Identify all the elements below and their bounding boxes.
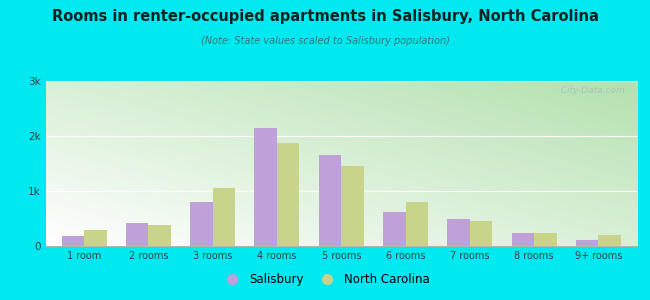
Bar bbox=[213, 188, 235, 246]
Bar bbox=[576, 240, 599, 246]
Bar bbox=[383, 212, 406, 246]
Bar bbox=[534, 233, 556, 246]
Bar bbox=[126, 223, 148, 246]
Bar bbox=[599, 235, 621, 246]
Bar bbox=[62, 236, 84, 246]
Text: Rooms in renter-occupied apartments in Salisbury, North Carolina: Rooms in renter-occupied apartments in S… bbox=[51, 9, 599, 24]
Bar bbox=[318, 155, 341, 246]
Bar bbox=[190, 202, 213, 246]
Bar bbox=[84, 230, 107, 246]
Bar bbox=[148, 224, 171, 246]
Text: City-Data.com: City-Data.com bbox=[555, 86, 625, 95]
Bar bbox=[341, 166, 364, 246]
Bar bbox=[277, 142, 300, 246]
Text: (Note: State values scaled to Salisbury population): (Note: State values scaled to Salisbury … bbox=[201, 36, 449, 46]
Bar bbox=[254, 128, 277, 246]
Bar bbox=[470, 221, 492, 246]
Bar bbox=[406, 202, 428, 246]
Bar bbox=[512, 233, 534, 246]
Legend: Salisbury, North Carolina: Salisbury, North Carolina bbox=[216, 269, 434, 291]
Bar bbox=[447, 219, 470, 246]
